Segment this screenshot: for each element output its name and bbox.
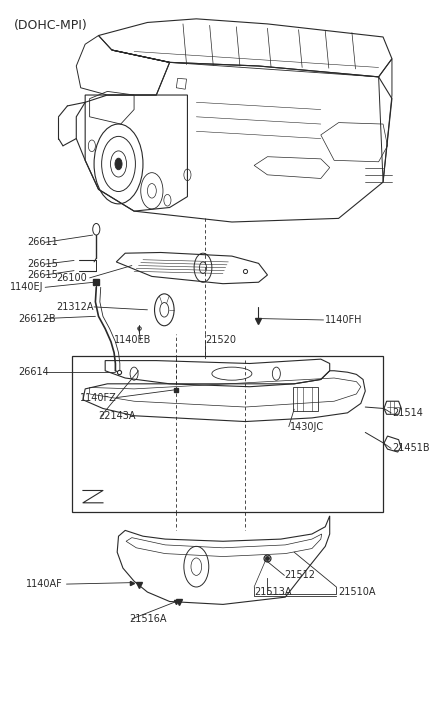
- Text: 26615: 26615: [27, 270, 58, 280]
- Text: 21312A: 21312A: [57, 302, 94, 312]
- Text: 26100: 26100: [57, 273, 87, 283]
- Text: (DOHC-MPI): (DOHC-MPI): [14, 19, 88, 32]
- Text: 1430JC: 1430JC: [290, 422, 324, 432]
- Text: 21516A: 21516A: [130, 614, 167, 624]
- Text: 26614: 26614: [18, 367, 49, 377]
- Bar: [293, 387, 318, 411]
- Text: 21514: 21514: [392, 408, 423, 418]
- Bar: [72, 356, 383, 513]
- Text: 1140EJ: 1140EJ: [9, 282, 43, 292]
- Text: 21512: 21512: [285, 571, 315, 580]
- Text: 1140FZ: 1140FZ: [79, 393, 116, 403]
- Text: 26611: 26611: [27, 237, 58, 247]
- Circle shape: [115, 158, 122, 170]
- Text: 21451B: 21451B: [392, 443, 429, 454]
- Text: 26615: 26615: [27, 259, 58, 269]
- Text: 22143A: 22143A: [99, 411, 136, 422]
- Text: 21513A: 21513A: [254, 587, 292, 597]
- Text: 26612B: 26612B: [18, 313, 56, 324]
- Text: 21510A: 21510A: [339, 587, 376, 597]
- Text: 21520: 21520: [205, 335, 236, 345]
- Circle shape: [93, 223, 100, 235]
- Text: 1140AF: 1140AF: [26, 579, 63, 589]
- Text: 1140EB: 1140EB: [114, 335, 152, 345]
- Text: 1140FH: 1140FH: [325, 315, 363, 325]
